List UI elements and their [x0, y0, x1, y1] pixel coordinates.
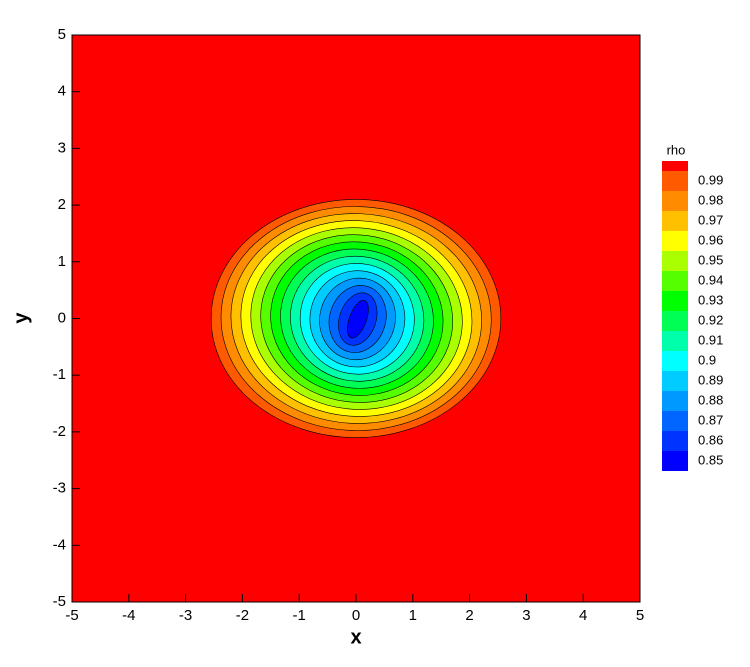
colorbar-box — [662, 371, 688, 391]
colorbar-box — [662, 431, 688, 451]
x-tick-label: -5 — [65, 607, 78, 624]
colorbar-box — [662, 191, 688, 211]
colorbar-title: rho — [667, 142, 686, 157]
colorbar-label: 0.91 — [698, 332, 723, 347]
colorbar-box — [662, 451, 688, 471]
y-tick-label: 2 — [58, 196, 66, 213]
colorbar-label: 0.98 — [698, 192, 723, 207]
colorbar-cap — [662, 161, 688, 171]
x-tick-label: 4 — [579, 607, 587, 624]
x-tick-label: 3 — [522, 607, 530, 624]
y-tick-label: -1 — [53, 366, 66, 383]
colorbar-label: 0.88 — [698, 392, 723, 407]
colorbar-box — [662, 211, 688, 231]
colorbar-box — [662, 171, 688, 191]
x-tick-label: 5 — [636, 607, 644, 624]
colorbar-label: 0.86 — [698, 432, 723, 447]
colorbar-label: 0.92 — [698, 312, 723, 327]
x-tick-label: -4 — [122, 607, 135, 624]
colorbar-label: 0.94 — [698, 272, 723, 287]
colorbar-label: 0.96 — [698, 232, 723, 247]
y-tick-label: -2 — [53, 423, 66, 440]
colorbar-box — [662, 291, 688, 311]
colorbar-box — [662, 311, 688, 331]
y-tick-label: 1 — [58, 253, 66, 270]
y-tick-label: 3 — [58, 139, 66, 156]
y-axis-label: y — [10, 312, 32, 324]
colorbar-label: 0.85 — [698, 452, 723, 467]
y-tick-label: 5 — [58, 26, 66, 43]
colorbar-label: 0.93 — [698, 292, 723, 307]
x-tick-label: -3 — [179, 607, 192, 624]
colorbar-label: 0.89 — [698, 372, 723, 387]
colorbar-box — [662, 351, 688, 371]
x-tick-label: 1 — [409, 607, 417, 624]
y-tick-label: -3 — [53, 480, 66, 497]
y-tick-label: -4 — [53, 536, 66, 553]
y-tick-label: -5 — [53, 593, 66, 610]
colorbar-box — [662, 331, 688, 351]
colorbar-box — [662, 271, 688, 291]
colorbar-box — [662, 231, 688, 251]
y-tick-label: 4 — [58, 83, 66, 100]
x-axis-label: x — [350, 626, 361, 648]
x-tick-label: -1 — [293, 607, 306, 624]
x-tick-label: 0 — [352, 607, 360, 624]
x-tick-label: -2 — [236, 607, 249, 624]
colorbar-label: 0.97 — [698, 212, 723, 227]
colorbar-label: 0.99 — [698, 172, 723, 187]
colorbar-box — [662, 411, 688, 431]
colorbar-box — [662, 391, 688, 411]
x-tick-label: 2 — [465, 607, 473, 624]
colorbar-label: 0.87 — [698, 412, 723, 427]
y-tick-label: 0 — [58, 309, 66, 326]
colorbar-label: 0.9 — [698, 352, 716, 367]
contour-region — [347, 300, 369, 339]
colorbar-label: 0.95 — [698, 252, 723, 267]
colorbar-box — [662, 251, 688, 271]
